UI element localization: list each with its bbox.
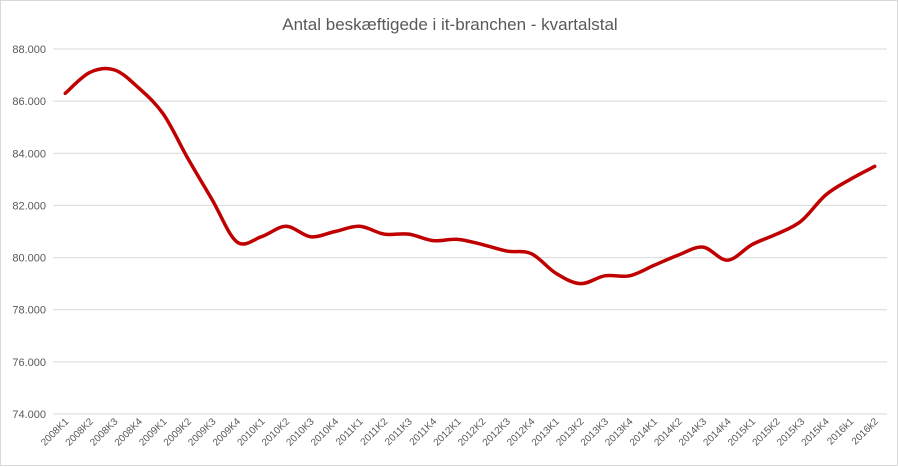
y-tick-label: 84.000 <box>12 148 46 160</box>
x-tick-label: 2016k2 <box>850 416 881 447</box>
y-tick-label: 78.000 <box>12 305 46 317</box>
series-line <box>63 66 877 286</box>
y-tick-label: 80.000 <box>12 253 46 265</box>
chart-title: Antal beskæftigede i it-branchen - kvart… <box>282 15 618 34</box>
y-tick-label: 88.000 <box>12 44 46 56</box>
x-tick-label: 2015K4 <box>800 416 832 448</box>
y-tick-label: 86.000 <box>12 96 46 108</box>
y-tick-label: 82.000 <box>12 200 46 212</box>
y-tick-label: 74.000 <box>12 409 46 421</box>
y-tick-label: 76.000 <box>12 357 46 369</box>
